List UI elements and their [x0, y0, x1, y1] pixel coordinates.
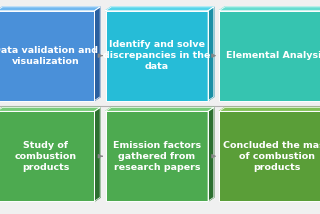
Bar	[219, 111, 320, 201]
Text: Study of
combustion
products: Study of combustion products	[14, 141, 77, 172]
Polygon shape	[106, 7, 214, 11]
Bar	[106, 11, 208, 101]
Polygon shape	[208, 107, 214, 201]
Polygon shape	[219, 7, 320, 11]
Bar	[219, 11, 320, 101]
Bar	[106, 111, 208, 201]
Text: Elemental Analysis: Elemental Analysis	[226, 51, 320, 60]
Polygon shape	[94, 107, 100, 201]
Polygon shape	[208, 7, 214, 101]
Polygon shape	[106, 107, 214, 111]
Text: Concluded the mass
of combustion
products: Concluded the mass of combustion product…	[223, 141, 320, 172]
Polygon shape	[94, 7, 100, 101]
Polygon shape	[0, 7, 100, 11]
Text: Data validation and
visualization: Data validation and visualization	[0, 46, 98, 66]
Bar	[0, 111, 94, 201]
Polygon shape	[219, 107, 320, 111]
Text: Emission factors
gathered from
research papers: Emission factors gathered from research …	[113, 141, 201, 172]
Polygon shape	[0, 107, 100, 111]
Text: Identify and solve
discrepancies in the
data: Identify and solve discrepancies in the …	[103, 40, 211, 71]
Bar	[0, 11, 94, 101]
